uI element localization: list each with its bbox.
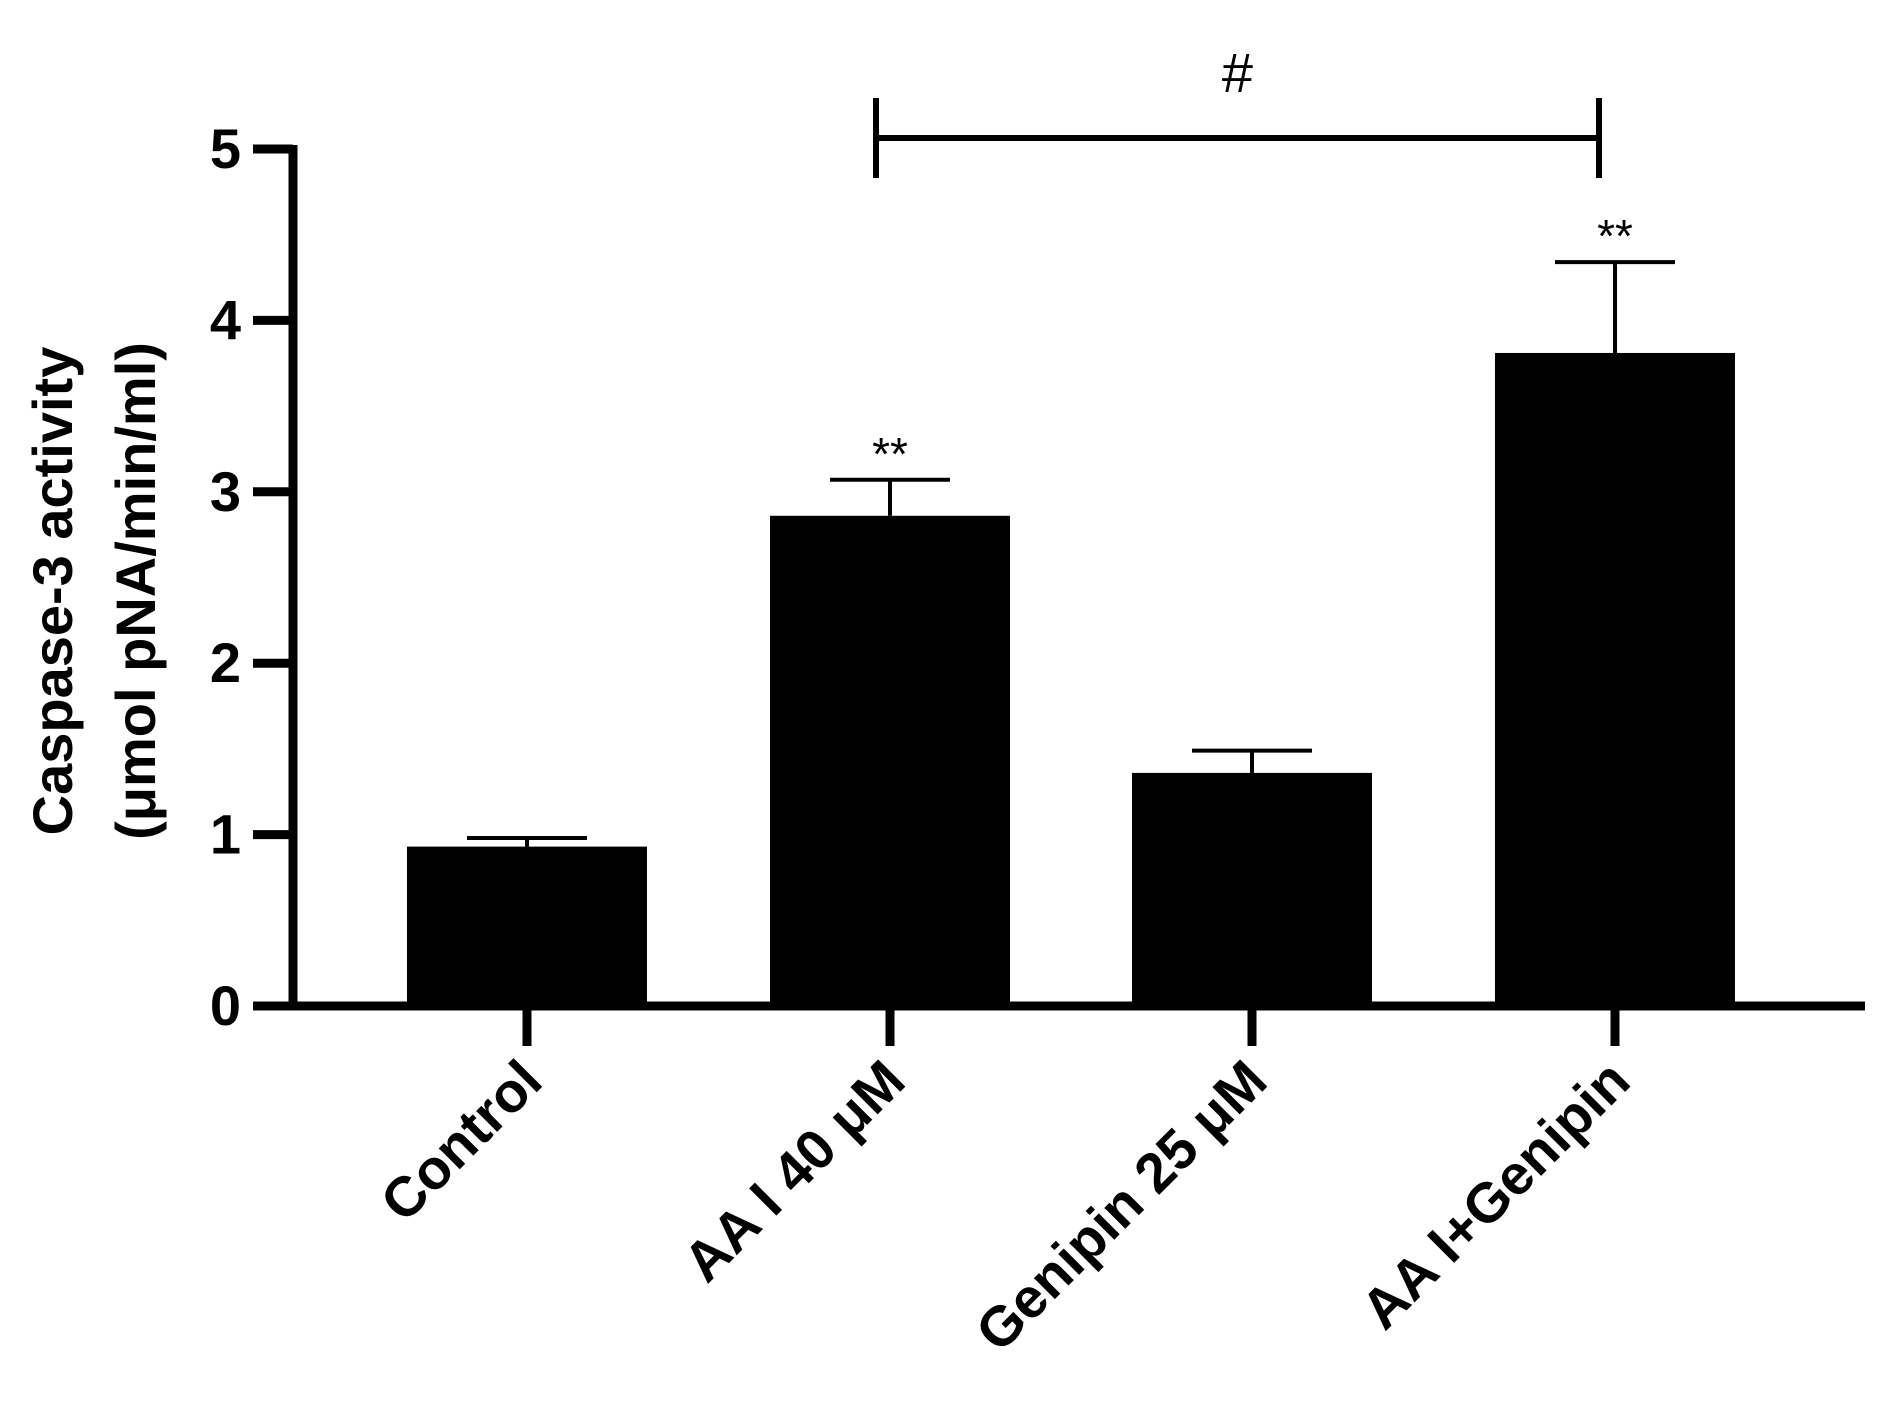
y-tick-label-0: 0	[210, 974, 241, 1037]
error-bars-layer	[467, 260, 1675, 847]
x-tick-label-3: AA I+Genipin	[1349, 1048, 1642, 1341]
y-tick-label-2: 2	[210, 631, 241, 694]
comparison-label: #	[1222, 41, 1253, 104]
bar-2	[1132, 772, 1372, 1006]
y-tick-label-3: 3	[210, 460, 241, 523]
y-tick-label-1: 1	[210, 803, 241, 866]
y-tick-label-4: 4	[210, 288, 241, 351]
y-axis-label-line1: Caspase-3 activity	[21, 347, 84, 836]
significance-label-3: **	[1597, 210, 1633, 262]
y-tick-label-5: 5	[210, 117, 241, 180]
x-tick-label-2: Genipin 25 μM	[963, 1048, 1278, 1363]
x-tick-label-0: Control	[368, 1048, 553, 1233]
y-axis-label-line2: (μmol pNA/min/ml)	[104, 342, 167, 840]
significance-label-1: **	[872, 428, 908, 480]
bar-1	[770, 515, 1010, 1006]
bar-0	[407, 846, 647, 1006]
bar-3	[1495, 352, 1735, 1006]
axes-layer	[253, 98, 1865, 1046]
bars-layer	[407, 352, 1735, 1006]
x-tick-label-1: AA I 40 μM	[671, 1048, 917, 1294]
